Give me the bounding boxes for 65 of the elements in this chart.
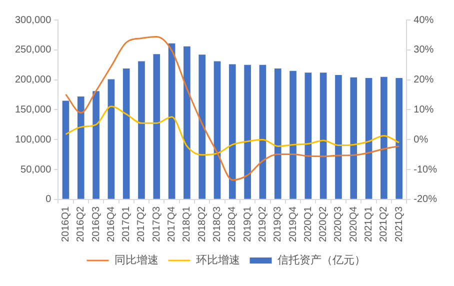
x-tick-label: 2018Q1 [182, 206, 193, 242]
x-tick-label: 2017Q4 [166, 206, 178, 242]
x-tick-label: 2017Q2 [136, 206, 148, 242]
bar [244, 64, 251, 199]
x-tick-label: 2021Q1 [364, 206, 375, 242]
x-tick-label: 2018Q4 [227, 206, 238, 242]
y2-tick-label: 30% [414, 44, 434, 56]
bar [168, 43, 176, 199]
line-series [64, 36, 400, 181]
x-tick-label: 2019Q4 [288, 206, 299, 242]
x-tick-label: 2016Q2 [76, 206, 87, 242]
legend-label: 同比增速 [114, 254, 158, 267]
bar [380, 76, 388, 199]
y2-tick-label: -10% [414, 164, 438, 176]
x-tick-label: 2020Q3 [333, 206, 344, 242]
y2-tick-label: -20% [414, 194, 438, 206]
bar [184, 46, 190, 199]
bar [198, 54, 206, 199]
x-tick-label: 2019Q1 [242, 206, 254, 242]
y-tick-label: 100,000 [14, 134, 52, 146]
bar [108, 79, 115, 199]
bar [259, 64, 266, 199]
bar [396, 78, 402, 199]
x-tick-label: 2017Q3 [151, 206, 162, 242]
bar [350, 77, 358, 199]
y2-tick-label: 20% [414, 74, 434, 86]
bar [122, 68, 130, 199]
bar [304, 72, 312, 199]
x-tick-label: 2019Q3 [272, 206, 284, 242]
y-tick-label: 50,000 [20, 164, 52, 176]
x-tick-label: 2016Q1 [60, 206, 72, 242]
legend-label: 环比增速 [196, 254, 240, 267]
bar [153, 54, 160, 199]
legend-label: 信托资产（亿元） [277, 254, 366, 267]
y-tick-label: 0 [46, 194, 52, 206]
x-tick-label: 2020Q1 [302, 206, 314, 242]
y-tick-label: 150,000 [14, 104, 52, 116]
y-tick-label: 300,000 [14, 14, 52, 26]
bar [214, 61, 221, 199]
y2-tick-label: 0% [414, 134, 428, 146]
x-tick-label: 2020Q4 [348, 206, 360, 242]
y-tick-label: 200,000 [14, 74, 52, 86]
x-tick-label: 2016Q4 [106, 206, 117, 242]
x-tick-label: 2018Q2 [196, 206, 208, 242]
bar [290, 70, 296, 199]
bar [92, 91, 100, 199]
x-tick-label: 2019Q2 [257, 206, 268, 242]
bar [62, 100, 70, 199]
y-tick-label: 250,000 [14, 44, 52, 56]
x-tick-label: 2016Q3 [90, 206, 102, 242]
x-tick-label: 2021Q2 [378, 206, 390, 242]
line-series [64, 106, 400, 156]
x-tick-label: 2021Q3 [394, 206, 405, 242]
bar [365, 78, 372, 199]
bar [138, 61, 145, 199]
bar [335, 75, 342, 199]
bar [320, 72, 327, 199]
y2-tick-label: 40% [414, 14, 434, 26]
bar [228, 64, 236, 199]
y2-tick-label: 10% [414, 104, 434, 116]
bar [77, 96, 84, 199]
bar [274, 68, 282, 199]
x-tick-label: 2017Q1 [121, 206, 132, 242]
x-tick-label: 2020Q2 [318, 206, 330, 242]
x-tick-label: 2018Q3 [212, 206, 223, 242]
